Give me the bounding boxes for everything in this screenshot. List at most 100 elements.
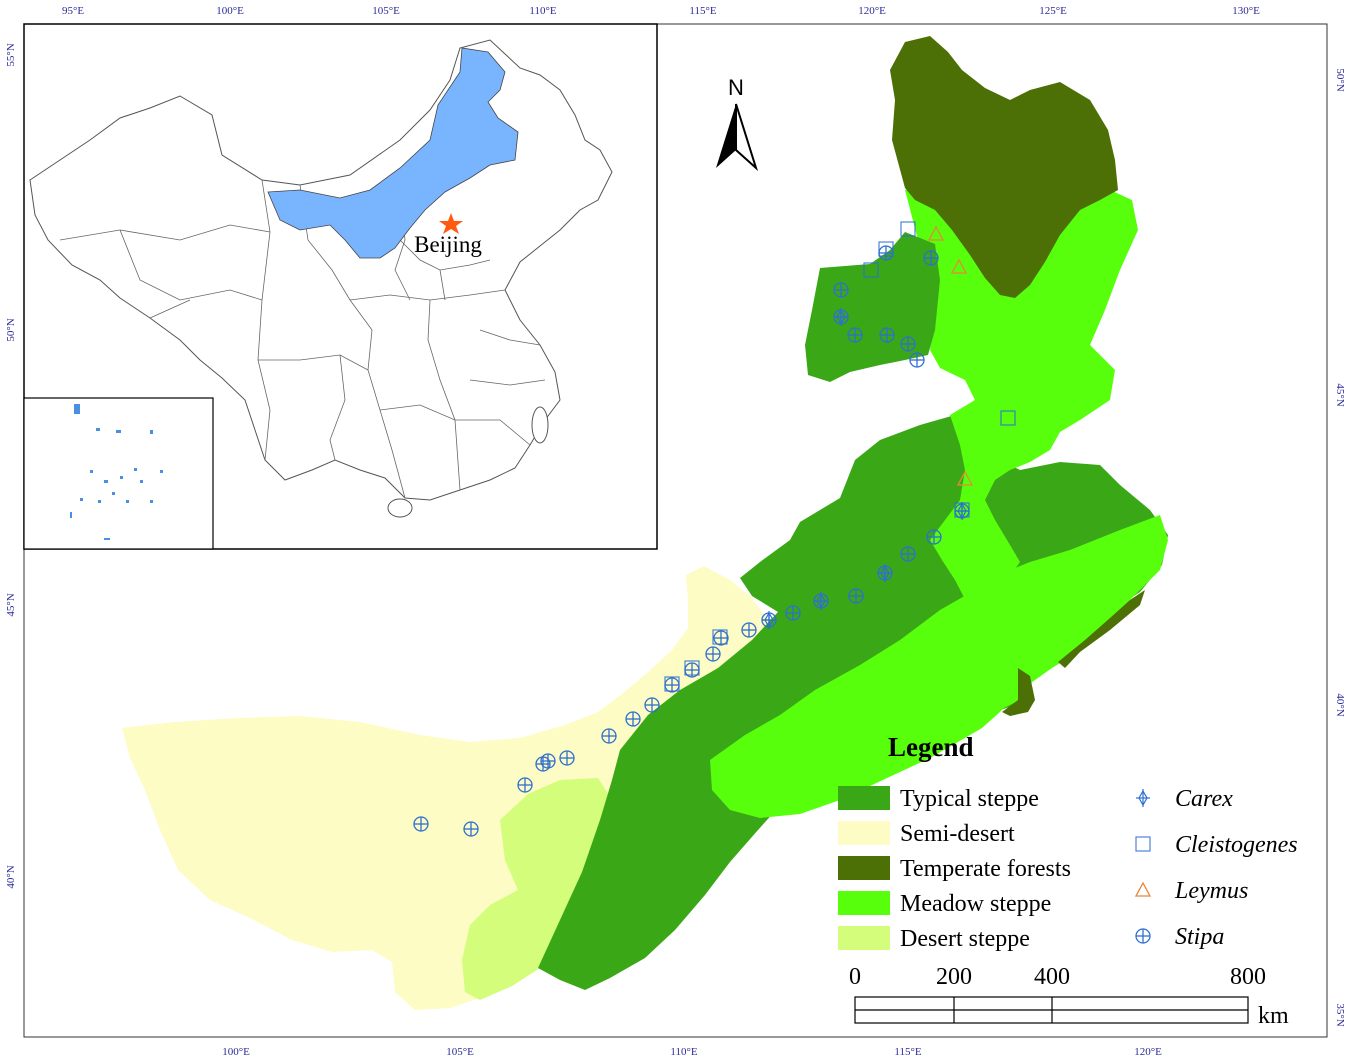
legend-label: Cleistogenes bbox=[1175, 832, 1298, 858]
leymus-marker bbox=[950, 258, 968, 274]
legend-label: Carex bbox=[1175, 786, 1233, 812]
tick-label: 40°N bbox=[5, 865, 17, 888]
leymus-marker bbox=[927, 225, 945, 241]
carex-marker bbox=[878, 564, 892, 582]
stipa-marker bbox=[517, 777, 533, 793]
legend-label: Desert steppe bbox=[900, 926, 1030, 952]
tick-label: 35°N bbox=[1334, 1003, 1346, 1026]
cleistogenes-marker bbox=[863, 262, 879, 278]
meadow-steppe-region-south bbox=[710, 515, 1168, 818]
carex-marker bbox=[834, 308, 848, 326]
stipa-marker bbox=[463, 821, 479, 837]
stipa-marker bbox=[644, 697, 660, 713]
scale-label: 200 bbox=[936, 964, 972, 990]
tick-label: 115°E bbox=[689, 5, 716, 17]
temperate-forests-region bbox=[890, 36, 1118, 298]
tick-label: 115°E bbox=[894, 1046, 921, 1058]
scale-unit: km bbox=[1258, 1003, 1289, 1029]
tick-label: 130°E bbox=[1232, 5, 1260, 17]
legend-title: Legend bbox=[888, 732, 974, 762]
south-sea-islands bbox=[70, 404, 163, 540]
tick-label: 120°E bbox=[858, 5, 886, 17]
stipa-marker bbox=[878, 245, 894, 261]
tick-label: 105°E bbox=[372, 5, 400, 17]
swatch-temperate-forests bbox=[838, 856, 890, 880]
tick-label: 120°E bbox=[1134, 1046, 1162, 1058]
stipa-marker bbox=[785, 605, 801, 621]
sample-sites bbox=[413, 221, 1016, 837]
swatch-typical-steppe bbox=[838, 786, 890, 810]
legend: Legend Typical steppe Semi-desert Temper… bbox=[838, 732, 1298, 952]
capital-label: Beijing bbox=[414, 232, 482, 257]
tick-label: 105°E bbox=[446, 1046, 474, 1058]
stipa-marker bbox=[909, 352, 925, 368]
tick-label: 50°N bbox=[5, 318, 17, 341]
carex-marker bbox=[955, 502, 969, 520]
legend-label: Leymus bbox=[1174, 878, 1248, 904]
tick-label: 110°E bbox=[529, 5, 556, 17]
legend-label: Typical steppe bbox=[900, 786, 1039, 812]
temperate-forests-rim bbox=[1002, 668, 1035, 716]
scale-bar: 0 200 400 800 km bbox=[849, 964, 1289, 1029]
carex-marker bbox=[762, 611, 776, 629]
desert-steppe-region bbox=[462, 778, 612, 1000]
leymus-marker bbox=[956, 470, 974, 486]
bottom-longitude-ticks: 100°E 105°E 110°E 115°E 120°E bbox=[222, 1046, 1162, 1058]
hainan-island bbox=[387, 498, 413, 518]
stipa-marker bbox=[713, 630, 729, 646]
tick-label: 100°E bbox=[216, 5, 244, 17]
tick-label: 95°E bbox=[62, 5, 84, 17]
temperate-forests-rim bbox=[1058, 590, 1145, 668]
stipa-marker bbox=[741, 622, 757, 638]
star-icon bbox=[439, 213, 463, 234]
stipa-marker bbox=[879, 327, 895, 343]
stipa-marker bbox=[847, 327, 863, 343]
cleistogenes-marker bbox=[878, 241, 894, 257]
stipa-marker bbox=[601, 728, 617, 744]
vegetation-map bbox=[122, 36, 1168, 1010]
north-label: N bbox=[728, 75, 744, 100]
cleistogenes-legend-icon bbox=[1135, 836, 1151, 852]
swatch-meadow-steppe bbox=[838, 891, 890, 915]
inset-map: Beijing bbox=[23, 23, 658, 550]
stipa-marker bbox=[833, 282, 849, 298]
scale-label: 800 bbox=[1230, 964, 1266, 990]
south-china-sea-inset bbox=[23, 397, 214, 550]
semi-desert-region bbox=[122, 566, 772, 1010]
right-latitude-ticks: 50°N 45°N 40°N 35°N bbox=[1334, 68, 1346, 1026]
stipa-marker bbox=[559, 750, 575, 766]
meadow-steppe-region-east bbox=[905, 188, 1138, 710]
stipa-marker bbox=[926, 529, 942, 545]
north-arrow-icon: N bbox=[716, 75, 759, 172]
tick-label: 125°E bbox=[1039, 5, 1067, 17]
tick-label: 100°E bbox=[222, 1046, 250, 1058]
swatch-semi-desert bbox=[838, 821, 890, 845]
stipa-marker bbox=[848, 588, 864, 604]
tick-label: 40°N bbox=[1334, 693, 1346, 716]
stipa-marker bbox=[540, 753, 556, 769]
scale-label: 400 bbox=[1034, 964, 1070, 990]
legend-label: Stipa bbox=[1175, 924, 1224, 950]
stipa-marker bbox=[664, 677, 680, 693]
legend-label: Meadow steppe bbox=[900, 891, 1051, 917]
tick-label: 55°N bbox=[5, 43, 17, 66]
cleistogenes-marker bbox=[712, 629, 728, 645]
cleistogenes-marker bbox=[664, 676, 680, 692]
top-longitude-ticks: 95°E 100°E 105°E 110°E 115°E 120°E 125°E… bbox=[62, 5, 1260, 17]
stipa-marker bbox=[413, 816, 429, 832]
cleistogenes-marker bbox=[900, 221, 916, 237]
cleistogenes-marker bbox=[684, 660, 700, 676]
tick-label: 45°N bbox=[1334, 383, 1346, 406]
stipa-legend-icon bbox=[1135, 928, 1151, 944]
stipa-marker bbox=[900, 546, 916, 562]
legend-label: Semi-desert bbox=[900, 821, 1015, 847]
stipa-marker bbox=[625, 711, 641, 727]
tick-label: 50°N bbox=[1334, 68, 1346, 91]
tick-label: 110°E bbox=[670, 1046, 697, 1058]
stipa-marker bbox=[923, 250, 939, 266]
legend-label: Temperate forests bbox=[900, 856, 1071, 882]
stipa-marker bbox=[900, 336, 916, 352]
leymus-legend-icon bbox=[1134, 881, 1152, 897]
cleistogenes-marker bbox=[1000, 410, 1016, 426]
